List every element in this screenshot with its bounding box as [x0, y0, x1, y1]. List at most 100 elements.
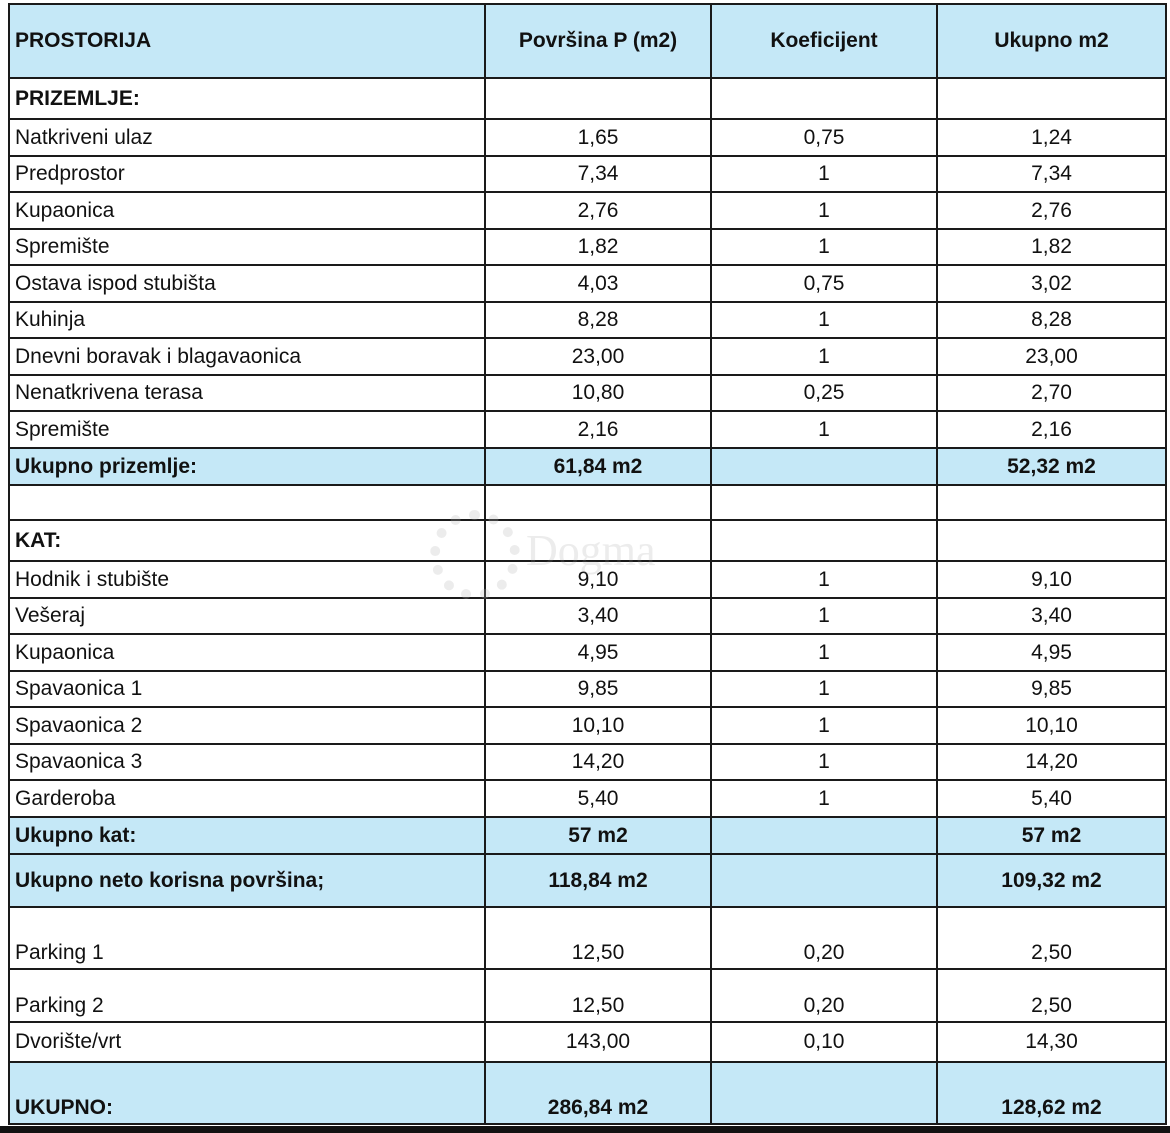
- cell-room: Natkriveni ulaz: [8, 118, 486, 157]
- cell-total: 2,16: [936, 410, 1167, 449]
- cell-area: 10,80: [484, 374, 712, 412]
- area-table: PROSTORIJA Površina P (m2) Koeficijent U…: [8, 3, 1167, 1125]
- table-row: Dvorište/vrt 143,00 0,10 14,30: [8, 1021, 1167, 1063]
- cell-room: Spavaonica 1: [8, 670, 486, 708]
- header-koeficijent: Koeficijent: [710, 3, 938, 79]
- cell-room: Spavaonica 2: [8, 706, 486, 745]
- cell-total: 9,10: [936, 560, 1167, 599]
- cell-area: 23,00: [484, 337, 712, 376]
- cell-total: 23,00: [936, 337, 1167, 376]
- cell-coefficient: 1: [710, 410, 938, 449]
- cell-coefficient: [710, 1061, 938, 1125]
- cell-area: 4,03: [484, 264, 712, 303]
- cell-coefficient: [710, 853, 938, 908]
- cell-coefficient: 1: [710, 743, 938, 781]
- cell-room: Parking 1: [8, 906, 486, 970]
- cell-room: Garderoba: [8, 779, 486, 818]
- cell-total: [936, 77, 1167, 120]
- cell-area: [484, 77, 712, 120]
- cell-area: 143,00: [484, 1021, 712, 1063]
- table-body: PRIZEMLJE: Natkriveni ulaz 1,65 0,75 1,24 Pre…: [8, 77, 1167, 1125]
- cell-area: 118,84 m2: [484, 853, 712, 908]
- cell-coefficient: 0,75: [710, 118, 938, 157]
- cell-coefficient: 1: [710, 560, 938, 599]
- table-row: Ostava ispod stubišta 4,03 0,75 3,02: [8, 264, 1167, 303]
- cell-total: [936, 519, 1167, 562]
- section-row: KAT:: [8, 519, 1167, 562]
- cell-total: 2,70: [936, 374, 1167, 412]
- cell-area: 1,65: [484, 118, 712, 157]
- cell-room: Spavaonica 3: [8, 743, 486, 781]
- cell-coefficient: [710, 484, 938, 521]
- cell-total: 52,32 m2: [936, 447, 1167, 486]
- subtotal-row: Ukupno neto korisna površina; 118,84 m2 10…: [8, 853, 1167, 908]
- cell-coefficient: 1: [710, 337, 938, 376]
- cell-coefficient: 0,20: [710, 968, 938, 1023]
- cell-area: 12,50: [484, 968, 712, 1023]
- cell-room: Ukupno neto korisna površina;: [8, 853, 486, 908]
- cell-room: PRIZEMLJE:: [8, 77, 486, 120]
- cell-total: [936, 484, 1167, 521]
- table-row: Spavaonica 1 9,85 1 9,85: [8, 670, 1167, 708]
- cell-coefficient: 1: [710, 191, 938, 230]
- cell-total: 4,95: [936, 633, 1167, 672]
- cell-coefficient: [710, 77, 938, 120]
- cell-room: Hodnik i stubište: [8, 560, 486, 599]
- table-row: Kupaonica 2,76 1 2,76: [8, 191, 1167, 230]
- cell-total: 128,62 m2: [936, 1061, 1167, 1125]
- cell-total: 3,40: [936, 597, 1167, 635]
- cell-coefficient: 0,20: [710, 906, 938, 970]
- cell-coefficient: 1: [710, 155, 938, 193]
- cell-room: Spremište: [8, 410, 486, 449]
- cell-total: 14,20: [936, 743, 1167, 781]
- table-row: Dnevni boravak i blagavaonica 23,00 1 23,00: [8, 337, 1167, 376]
- cell-coefficient: 0,25: [710, 374, 938, 412]
- cell-coefficient: 1: [710, 228, 938, 266]
- cell-total: 3,02: [936, 264, 1167, 303]
- cell-total: 109,32 m2: [936, 853, 1167, 908]
- header-povrsina: Površina P (m2): [484, 3, 712, 79]
- subtotal-row: Ukupno prizemlje: 61,84 m2 52,32 m2: [8, 447, 1167, 486]
- cell-area: 61,84 m2: [484, 447, 712, 486]
- cell-coefficient: [710, 816, 938, 855]
- cell-area: 9,85: [484, 670, 712, 708]
- cell-room: Parking 2: [8, 968, 486, 1023]
- table-row: Natkriveni ulaz 1,65 0,75 1,24: [8, 118, 1167, 157]
- cell-area: 12,50: [484, 906, 712, 970]
- cell-coefficient: 1: [710, 670, 938, 708]
- cell-coefficient: [710, 519, 938, 562]
- cell-area: 10,10: [484, 706, 712, 745]
- cell-room: Kupaonica: [8, 191, 486, 230]
- cell-coefficient: 1: [710, 597, 938, 635]
- table-row: Vešeraj 3,40 1 3,40: [8, 597, 1167, 635]
- cell-room: Kuhinja: [8, 301, 486, 339]
- cell-coefficient: 1: [710, 779, 938, 818]
- table-row: Kuhinja 8,28 1 8,28: [8, 301, 1167, 339]
- cell-room: Nenatkrivena terasa: [8, 374, 486, 412]
- cell-total: 2,50: [936, 906, 1167, 970]
- cell-room: Predprostor: [8, 155, 486, 193]
- cell-room: Ostava ispod stubišta: [8, 264, 486, 303]
- table-row: Spavaonica 2 10,10 1 10,10: [8, 706, 1167, 745]
- cell-room: Spremište: [8, 228, 486, 266]
- table-row: Garderoba 5,40 1 5,40: [8, 779, 1167, 818]
- cell-area: [484, 484, 712, 521]
- total-row: UKUPNO: 286,84 m2 128,62 m2: [8, 1061, 1167, 1125]
- cell-area: 4,95: [484, 633, 712, 672]
- cell-room: Vešeraj: [8, 597, 486, 635]
- table-row: Nenatkrivena terasa 10,80 0,25 2,70: [8, 374, 1167, 412]
- cell-room: [8, 484, 486, 521]
- cell-total: 5,40: [936, 779, 1167, 818]
- table-row: Hodnik i stubište 9,10 1 9,10: [8, 560, 1167, 599]
- cell-total: 1,24: [936, 118, 1167, 157]
- cell-coefficient: 1: [710, 633, 938, 672]
- cell-area: 1,82: [484, 228, 712, 266]
- table-row: Parking 1 12,50 0,20 2,50: [8, 906, 1167, 970]
- cell-coefficient: 0,10: [710, 1021, 938, 1063]
- cell-area: 5,40: [484, 779, 712, 818]
- header-row: PROSTORIJA Površina P (m2) Koeficijent U…: [8, 3, 1167, 79]
- cell-total: 2,76: [936, 191, 1167, 230]
- cell-area: 14,20: [484, 743, 712, 781]
- cell-area: 7,34: [484, 155, 712, 193]
- cell-room: Dnevni boravak i blagavaonica: [8, 337, 486, 376]
